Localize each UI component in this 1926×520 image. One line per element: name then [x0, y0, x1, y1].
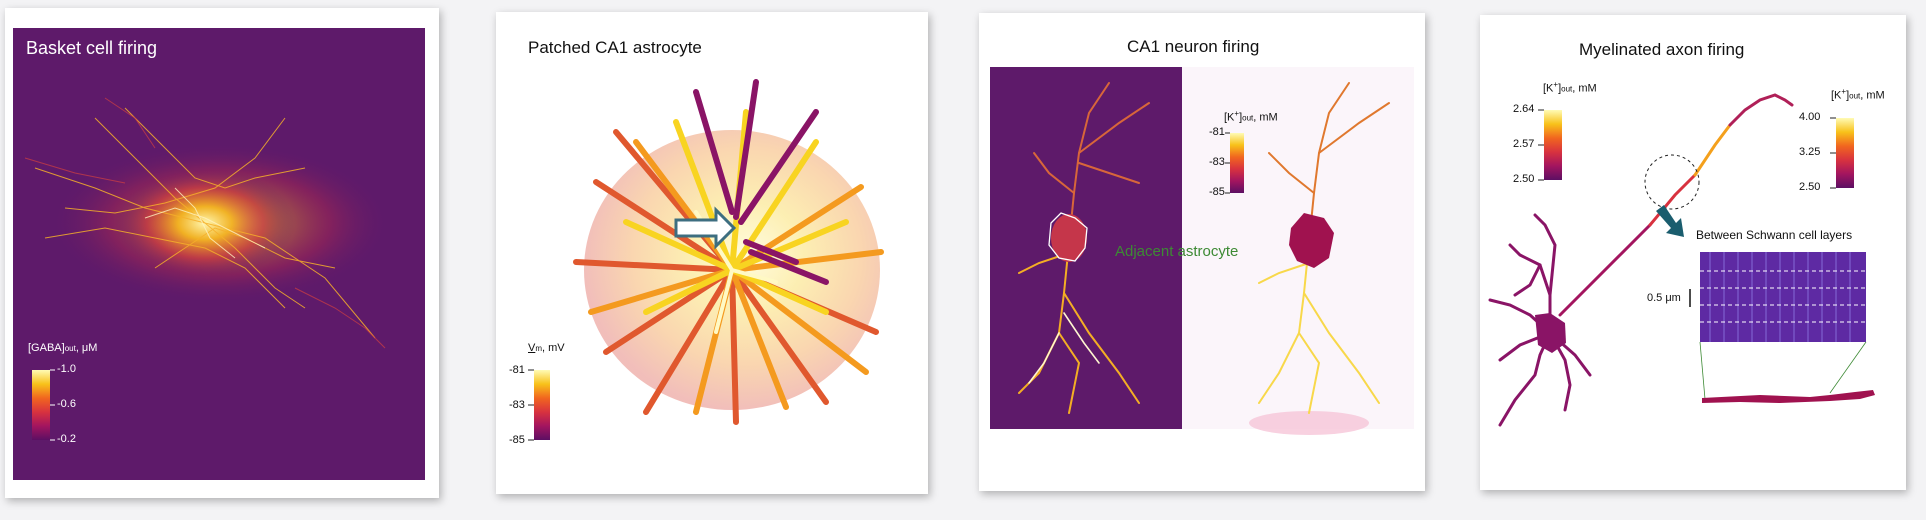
astrocyte-image: [528, 79, 884, 441]
panel-title: Patched CA1 astrocyte: [528, 38, 702, 57]
colorbar-tick: 2.50: [1513, 173, 1535, 185]
colorbar-tick: -85: [509, 434, 525, 446]
colorbar-tick: -83: [509, 399, 525, 411]
panel-myelinated-axon: Myelinated axon firing [K+]out, mM 2.64 …: [1480, 15, 1906, 490]
colorbar-tick: -81: [1209, 126, 1225, 138]
panel-ca1-neuron: CA1 neuron firing Adjacent astrocyte [K+…: [979, 13, 1425, 491]
colorbar-label: [GABA]out, μM: [28, 342, 98, 354]
colorbar-tick: 3.25: [1799, 146, 1821, 158]
ca1-neuron-image: [990, 67, 1414, 435]
colorbar-tick: -0.2: [57, 433, 76, 445]
myelinated-axon-image: [1488, 93, 1875, 427]
panel-title: CA1 neuron firing: [1127, 37, 1260, 56]
colorbar-label: Vm, mV: [528, 342, 565, 354]
colorbar-tick: -81: [509, 364, 525, 376]
inset-title: Between Schwann cell layers: [1696, 228, 1853, 242]
colorbar-tick: -0.6: [57, 398, 76, 410]
colorbar-label: [K+]out, mM: [1831, 87, 1885, 102]
panel-title: Basket cell firing: [26, 38, 158, 58]
colorbar-label: [K+]out, mM: [1543, 80, 1597, 95]
colorbar-tick: -83: [1209, 156, 1225, 168]
basket-cell-image: [13, 28, 425, 480]
panel-basket-cell: Basket cell firing [GABA]out, μM -1.0 -0…: [5, 8, 439, 498]
colorbar-tick: 2.50: [1799, 181, 1821, 193]
colorbar-tick: -85: [1209, 186, 1225, 198]
scale-bar-label: 0.5 μm: [1647, 292, 1681, 304]
colorbar-tick: 2.64: [1513, 103, 1535, 115]
colorbar-tick: -1.0: [57, 363, 76, 375]
colorbar-tick: 2.57: [1513, 138, 1535, 150]
colorbar-label: [K+]out, mM: [1224, 109, 1278, 124]
panel-title: Myelinated axon firing: [1579, 40, 1745, 59]
colorbar-tick: 4.00: [1799, 111, 1821, 123]
panel-astrocyte: Patched CA1 astrocyte Vm, mV -81 -83 -85: [496, 12, 928, 494]
adjacent-astrocyte-label: Adjacent astrocyte: [1115, 243, 1239, 260]
